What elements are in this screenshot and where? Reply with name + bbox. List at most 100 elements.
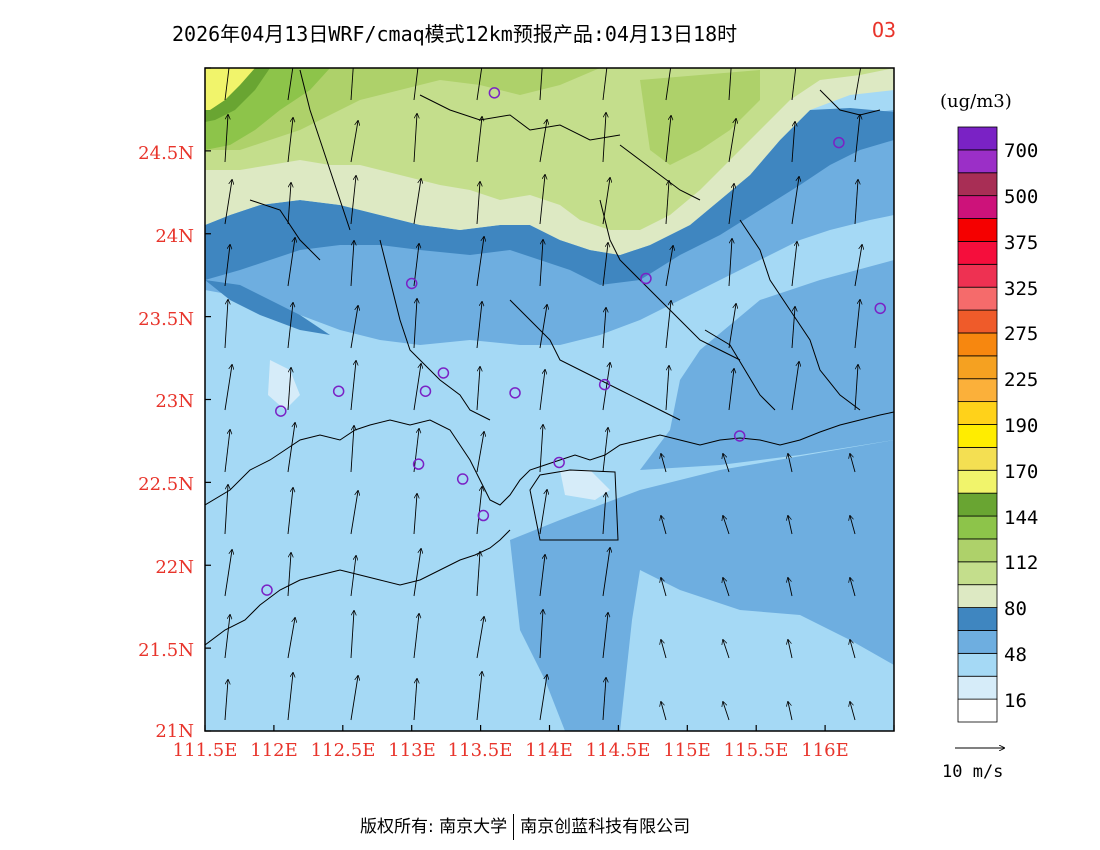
wind-arrow bbox=[539, 240, 543, 287]
colorbar-label: 190 bbox=[1004, 415, 1039, 437]
wind-arrow bbox=[854, 245, 862, 287]
wind-arrow bbox=[413, 614, 419, 659]
wind-arrow bbox=[723, 578, 730, 597]
colorbar-swatch bbox=[957, 241, 998, 265]
wind-arrow bbox=[476, 617, 484, 659]
wind-arrow bbox=[850, 578, 856, 597]
wind-arrow bbox=[287, 423, 295, 473]
station-marker bbox=[488, 87, 501, 99]
wind-arrow bbox=[728, 239, 732, 287]
wind-arrow bbox=[602, 493, 606, 535]
wind-arrow bbox=[476, 117, 482, 163]
field-80-band-west bbox=[205, 280, 330, 335]
wind-arrow bbox=[413, 68, 419, 101]
field-64-band-sea bbox=[510, 440, 894, 731]
wind-arrow bbox=[224, 245, 230, 287]
x-tick-label: 116E bbox=[801, 740, 849, 761]
wind-arrow bbox=[287, 553, 291, 597]
wind-arrow bbox=[476, 302, 482, 349]
wind-arrow bbox=[476, 237, 484, 287]
wind-arrow bbox=[850, 640, 856, 659]
colorbar-swatch bbox=[957, 195, 998, 219]
wind-arrow bbox=[539, 175, 545, 225]
wind-arrow bbox=[287, 183, 291, 225]
x-tick-label: 112E bbox=[250, 740, 298, 761]
wind-arrow bbox=[661, 454, 667, 473]
colorbar-swatch bbox=[957, 584, 998, 608]
wind-arrow bbox=[287, 618, 295, 659]
y-tick-label: 23N bbox=[155, 391, 194, 412]
wind-arrow bbox=[728, 68, 732, 101]
coastline bbox=[205, 69, 894, 646]
field-64-band-north bbox=[205, 110, 894, 345]
wind-arrow bbox=[665, 301, 671, 349]
wind-arrow bbox=[287, 68, 294, 101]
station-marker bbox=[874, 302, 886, 315]
wind-arrow bbox=[665, 116, 671, 163]
title-main: 2026年04月13日WRF/cmaq模式12km预报产品:04月13日18时 bbox=[172, 22, 738, 46]
wind-arrow bbox=[791, 122, 795, 163]
wind-arrow bbox=[413, 179, 421, 225]
station-marker bbox=[509, 387, 521, 399]
wind-arrow bbox=[287, 118, 293, 163]
wind-arrow bbox=[723, 702, 730, 721]
wind-arrow bbox=[224, 300, 228, 349]
y-tick-label: 24.5N bbox=[138, 143, 194, 164]
wind-arrow bbox=[602, 68, 608, 101]
wind-arrow bbox=[602, 178, 610, 225]
colorbar-label: 144 bbox=[1004, 507, 1039, 529]
colorbar-swatch bbox=[957, 355, 998, 380]
wind-arrow bbox=[350, 121, 358, 163]
wind-arrow bbox=[728, 369, 734, 411]
wind-arrow bbox=[602, 308, 606, 349]
colorbar-label: 225 bbox=[1004, 369, 1039, 391]
wind-arrow bbox=[224, 485, 228, 535]
wind-arrow bbox=[350, 176, 356, 225]
x-tick-label: 112.5E bbox=[310, 740, 376, 761]
footer-left: 版权所有: 南京大学 bbox=[360, 817, 508, 837]
wind-arrow bbox=[539, 490, 547, 535]
wind-arrow bbox=[723, 454, 730, 473]
x-tick-label: 114E bbox=[525, 740, 573, 761]
station-marker bbox=[456, 473, 469, 485]
x-tick-label: 113.5E bbox=[447, 740, 513, 761]
vector-reference-label: 10 m/s bbox=[942, 762, 1004, 782]
colorbar bbox=[957, 126, 998, 723]
wind-arrow bbox=[476, 672, 482, 721]
wind-arrow bbox=[602, 428, 608, 473]
footer-right: 南京创蓝科技有限公司 bbox=[520, 817, 691, 837]
wind-arrow bbox=[854, 365, 858, 411]
wind-arrow bbox=[850, 702, 856, 721]
x-tick-label: 114.5E bbox=[585, 740, 651, 761]
y-tick-label: 22.5N bbox=[138, 474, 194, 495]
wind-arrow bbox=[665, 68, 672, 101]
wind-arrow bbox=[350, 556, 356, 597]
wind-arrow bbox=[539, 68, 543, 101]
wind-arrow bbox=[413, 494, 417, 535]
wind-arrow bbox=[602, 548, 610, 597]
wind-arrow bbox=[224, 115, 228, 163]
y-tick-label: 24N bbox=[155, 226, 194, 247]
x-tick-label: 115.5E bbox=[723, 740, 789, 761]
colorbar-swatch bbox=[957, 630, 998, 654]
colorbar-swatch bbox=[957, 492, 998, 517]
wind-arrow bbox=[854, 300, 860, 349]
wind-arrow bbox=[728, 304, 736, 349]
colorbar-swatch bbox=[957, 286, 998, 311]
wind-arrow bbox=[854, 180, 858, 225]
wind-arrow bbox=[287, 488, 293, 535]
wind-arrow bbox=[224, 430, 230, 473]
copyright-footer: 版权所有: 南京大学 南京创蓝科技有限公司 bbox=[360, 812, 690, 840]
wind-arrow bbox=[788, 640, 793, 659]
wind-arrow bbox=[350, 361, 356, 411]
colorbar-swatch bbox=[957, 126, 998, 151]
wind-arrow bbox=[791, 362, 799, 411]
station-marker bbox=[598, 378, 611, 391]
wind-arrow bbox=[350, 241, 354, 287]
colorbar-label: 16 bbox=[1004, 690, 1027, 712]
wind-arrow bbox=[728, 184, 734, 225]
wind-arrow bbox=[661, 578, 667, 597]
wind-arrow bbox=[413, 429, 419, 473]
wind-arrow bbox=[539, 610, 543, 659]
wind-arrow bbox=[850, 516, 856, 535]
